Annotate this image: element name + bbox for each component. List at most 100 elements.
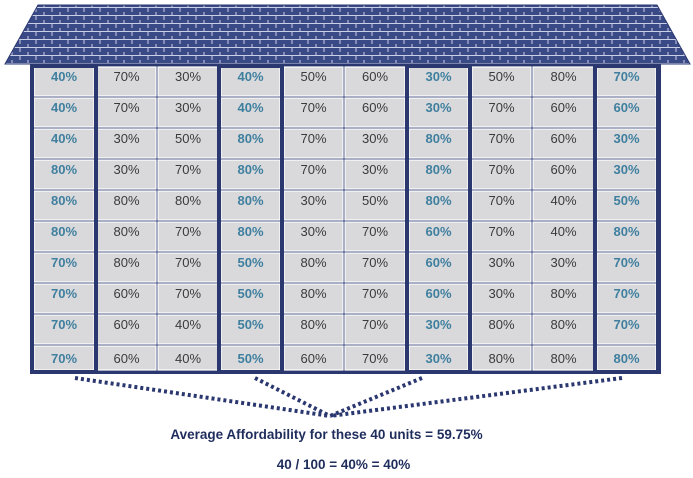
highlighted-column-frame xyxy=(593,64,660,374)
unit-value: 40% xyxy=(175,351,201,366)
unit-value: 50% xyxy=(488,69,514,84)
unit-cell xyxy=(33,97,95,128)
unit-value: 70% xyxy=(175,255,201,270)
unit-cell xyxy=(96,97,157,128)
highlighted-column-frame xyxy=(30,64,98,374)
affordable-unit-value: 70% xyxy=(613,286,639,301)
unit-value: 80% xyxy=(550,286,576,301)
affordable-unit-value: 80% xyxy=(237,193,263,208)
unit-value: 70% xyxy=(488,131,514,146)
unit-value: 70% xyxy=(488,162,514,177)
unit-cell xyxy=(283,345,344,371)
unit-cell xyxy=(532,221,595,252)
unit-value: 30% xyxy=(300,193,326,208)
connector-lines xyxy=(74,376,623,418)
affordable-unit-value: 60% xyxy=(425,224,451,239)
unit-cell xyxy=(157,314,219,345)
unit-cell xyxy=(344,97,406,128)
unit-cell xyxy=(220,190,281,221)
unit-value: 60% xyxy=(113,286,139,301)
unit-value: 60% xyxy=(362,100,388,115)
highlighted-column-frame xyxy=(217,64,284,374)
unit-value: 60% xyxy=(300,351,326,366)
unit-cell xyxy=(596,283,657,314)
unit-cell xyxy=(33,159,95,190)
unit-cell xyxy=(532,314,595,345)
unit-value: 80% xyxy=(113,224,139,239)
unit-cell xyxy=(408,252,469,283)
unit-cell xyxy=(33,190,95,221)
unit-cell xyxy=(471,221,532,252)
unit-cell xyxy=(157,97,219,128)
unit-cell xyxy=(220,128,281,159)
unit-value: 80% xyxy=(300,317,326,332)
unit-cell xyxy=(157,128,219,159)
unit-cell xyxy=(532,252,595,283)
affordable-unit-value: 70% xyxy=(51,286,77,301)
unit-cell xyxy=(344,66,406,97)
affordable-unit-value: 80% xyxy=(51,162,77,177)
affordable-unit-value: 80% xyxy=(425,193,451,208)
unit-cell xyxy=(471,190,532,221)
unit-cell xyxy=(96,345,157,371)
unit-cell xyxy=(220,252,281,283)
unit-cell xyxy=(344,190,406,221)
unit-value: 30% xyxy=(175,69,201,84)
unit-value: 30% xyxy=(550,255,576,270)
connector-line xyxy=(329,376,623,418)
unit-cell xyxy=(408,159,469,190)
affordable-unit-value: 70% xyxy=(613,69,639,84)
unit-value: 60% xyxy=(550,131,576,146)
unit-value: 80% xyxy=(175,193,201,208)
affordable-unit-value: 40% xyxy=(51,69,77,84)
affordable-unit-value: 80% xyxy=(613,351,639,366)
unit-value: 60% xyxy=(550,162,576,177)
unit-cell xyxy=(283,97,344,128)
unit-cell xyxy=(596,97,657,128)
unit-value: 70% xyxy=(113,100,139,115)
unit-value: 80% xyxy=(300,255,326,270)
unit-cell xyxy=(408,283,469,314)
unit-value: 50% xyxy=(175,131,201,146)
unit-value: 30% xyxy=(488,286,514,301)
unit-cell xyxy=(344,314,406,345)
unit-value: 80% xyxy=(550,317,576,332)
unit-cell xyxy=(283,283,344,314)
unit-cell xyxy=(157,345,219,371)
unit-cell xyxy=(471,66,532,97)
connector-line xyxy=(74,376,331,418)
unit-value: 60% xyxy=(113,351,139,366)
unit-value: 40% xyxy=(550,193,576,208)
affordable-unit-value: 60% xyxy=(613,100,639,115)
unit-cell xyxy=(344,159,406,190)
unit-cell xyxy=(408,97,469,128)
unit-cell xyxy=(283,159,344,190)
affordable-unit-value: 80% xyxy=(51,193,77,208)
affordable-unit-value: 50% xyxy=(613,193,639,208)
unit-value: 70% xyxy=(362,351,388,366)
unit-value: 30% xyxy=(113,131,139,146)
affordable-unit-value: 70% xyxy=(613,317,639,332)
affordable-unit-value: 30% xyxy=(425,100,451,115)
unit-value: 70% xyxy=(300,100,326,115)
unit-value: 60% xyxy=(550,100,576,115)
affordable-unit-value: 50% xyxy=(237,255,263,270)
affordable-unit-value: 80% xyxy=(425,131,451,146)
unit-value: 70% xyxy=(488,193,514,208)
unit-cell xyxy=(344,252,406,283)
unit-value: 80% xyxy=(113,193,139,208)
unit-cell xyxy=(33,221,95,252)
unit-cell xyxy=(596,159,657,190)
affordable-unit-value: 30% xyxy=(613,131,639,146)
affordable-unit-value: 40% xyxy=(237,69,263,84)
unit-cell xyxy=(532,66,595,97)
affordable-unit-value: 80% xyxy=(51,224,77,239)
unit-cell xyxy=(283,221,344,252)
affordable-unit-value: 80% xyxy=(237,131,263,146)
unit-value: 80% xyxy=(300,286,326,301)
unit-cell xyxy=(408,190,469,221)
affordable-unit-value: 50% xyxy=(237,286,263,301)
unit-value: 50% xyxy=(300,69,326,84)
unit-value: 70% xyxy=(175,224,201,239)
unit-value: 80% xyxy=(550,351,576,366)
